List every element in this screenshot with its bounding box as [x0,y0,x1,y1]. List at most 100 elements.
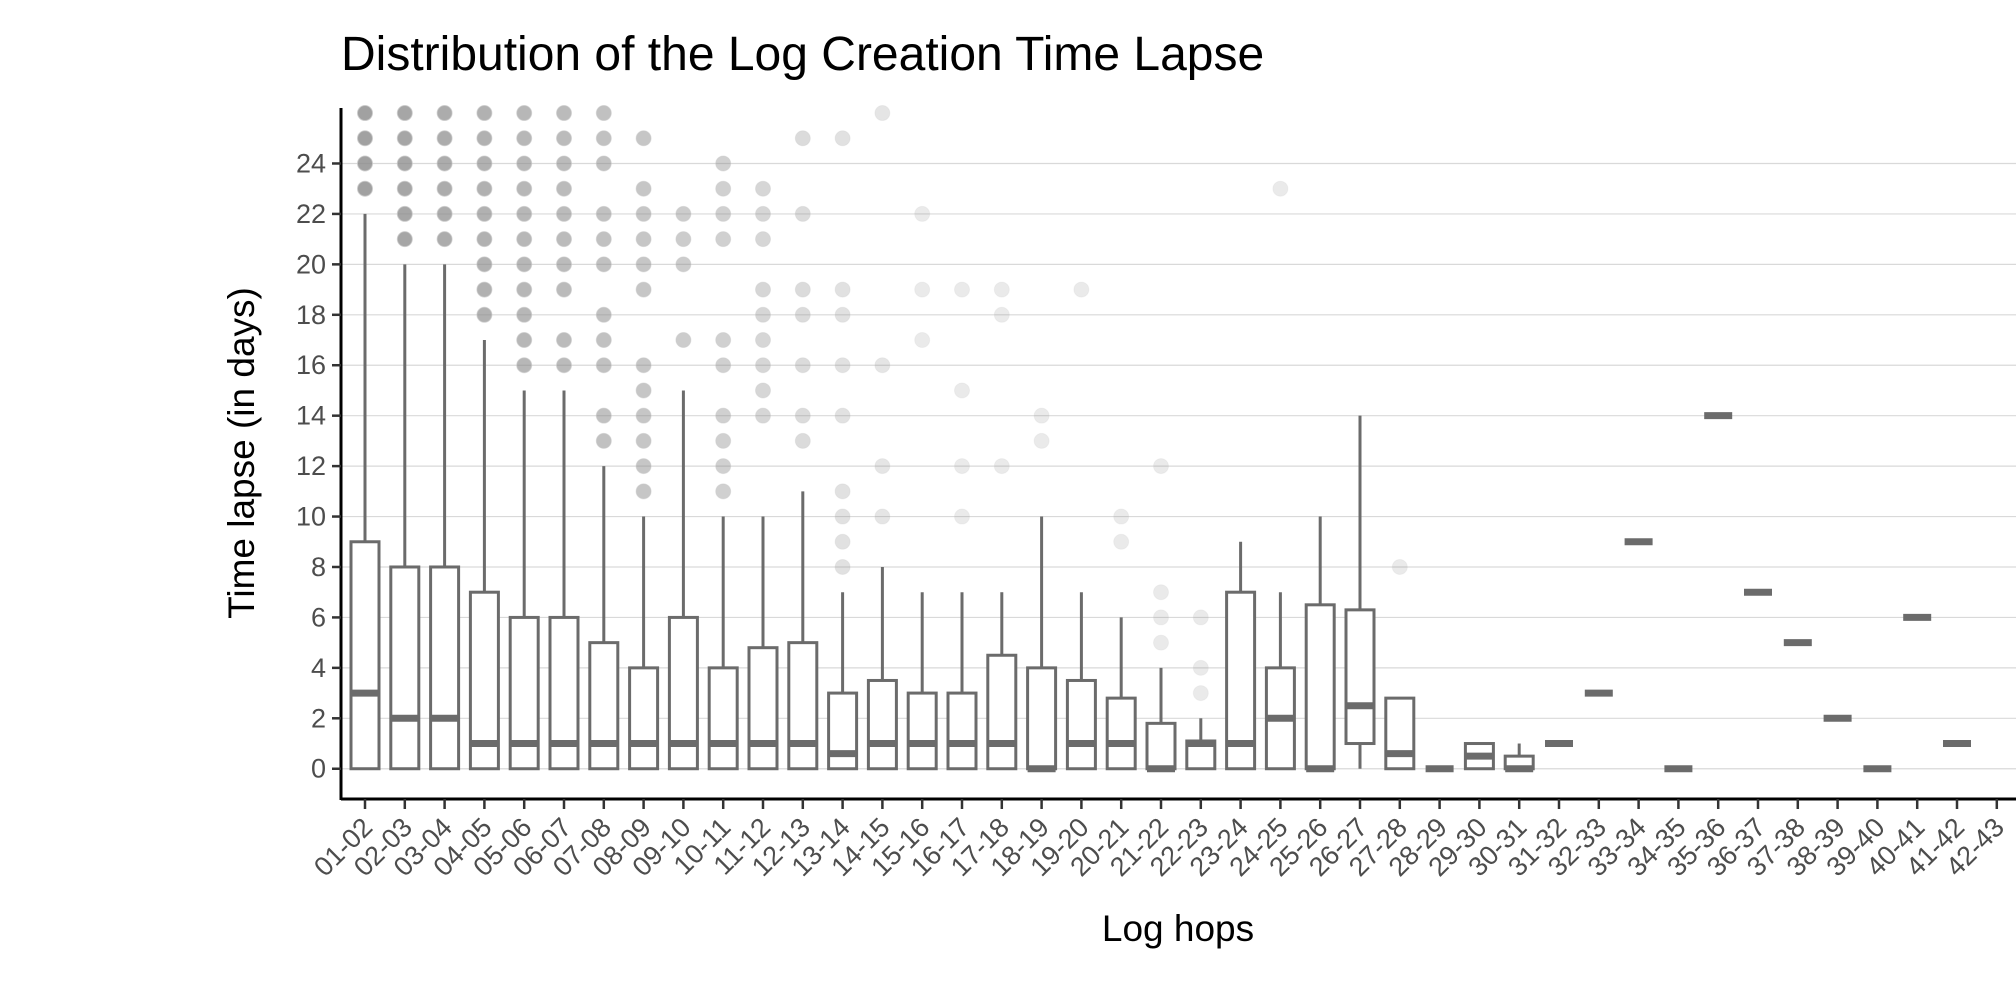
outlier-point [874,458,891,475]
y-tick-label: 0 [311,754,326,784]
outlier-point [715,231,732,248]
box-17-18 [986,653,1018,771]
outlier-point [556,281,572,298]
outlier-point [1033,407,1050,424]
outlier-point [914,205,931,222]
outlier-point [914,332,931,349]
box-11-12 [747,646,779,771]
outlier-point [794,432,811,449]
outlier-point [556,332,572,349]
y-tick-label: 12 [296,451,326,481]
outlier-point [914,281,931,298]
outlier-point [516,205,533,222]
outlier-point [436,180,453,197]
outlier-point [755,180,771,197]
outlier-point [595,155,612,172]
outlier-point [436,205,453,222]
box-03-04 [429,565,461,771]
outlier-point [436,105,453,122]
y-tick-label: 4 [311,653,326,683]
box-plot-series [349,213,1971,773]
outlier-point [436,155,453,172]
outlier-point [675,231,692,248]
outlier-point [476,306,493,323]
box-18-19 [1026,666,1058,771]
outlier-point [834,508,851,525]
outlier-point [595,130,612,147]
outlier-point [874,357,891,374]
outlier-point [715,432,732,449]
outlier-point [476,180,493,197]
y-tick-label: 18 [296,300,326,330]
outlier-point [834,558,851,575]
outlier-point [954,458,970,475]
outlier-point [595,231,612,248]
outlier-point [396,130,413,147]
y-axis-title: Time lapse (in days) [221,287,262,619]
box-12-13 [787,641,819,771]
outlier-point [715,155,732,172]
outlier-point [1033,432,1050,449]
box-07-08 [588,641,620,771]
outlier-point [556,205,572,222]
outlier-point [715,458,732,475]
outlier-point [556,155,572,172]
outlier-point [755,231,771,248]
outlier-point [476,281,493,298]
outlier-point [595,357,612,374]
outlier-point [954,382,970,399]
outlier-point [755,332,771,349]
box-27-28 [1384,696,1416,771]
outlier-point [556,256,572,273]
outlier-point [755,205,771,222]
y-tick-label: 2 [311,703,326,733]
box-23-24 [1225,590,1257,771]
outlier-point [954,281,970,298]
box-19-20 [1065,678,1097,771]
outlier-point [476,231,493,248]
outlier-point [476,155,493,172]
outlier-point [1192,659,1209,676]
outlier-point [1073,281,1090,298]
outlier-point [755,407,771,424]
outlier-point [715,407,732,424]
outlier-point [595,332,612,349]
box-02-03 [389,565,421,771]
outlier-point [1391,558,1408,575]
outlier-point [516,105,533,122]
outlier-point [476,256,493,273]
outlier-point [516,180,533,197]
outlier-point [715,205,732,222]
outlier-point [635,382,652,399]
outlier-point [396,155,413,172]
outlier-point [635,130,652,147]
outlier-point [1272,180,1289,197]
outlier-point [794,130,811,147]
outlier-point [834,357,851,374]
box-15-16 [906,691,938,771]
x-axis-ticks: 01-0202-0303-0404-0505-0606-0707-0808-09… [308,799,2010,882]
outlier-point [874,105,891,122]
box-14-15 [866,678,898,771]
outlier-point [635,407,652,424]
outlier-point [675,205,692,222]
outlier-point [357,155,373,172]
y-tick-label: 16 [296,350,326,380]
outlier-point [834,407,851,424]
outlier-point [516,306,533,323]
outlier-point [715,180,732,197]
outlier-point [436,130,453,147]
outlier-point [635,458,652,475]
outlier-point [516,281,533,298]
outlier-point [1192,685,1209,702]
outlier-point [635,432,652,449]
x-axis-title: Log hops [1102,908,1254,949]
outlier-point [357,130,373,147]
outlier-point [794,205,811,222]
box-01-02 [349,540,381,771]
box-26-27 [1344,608,1376,746]
outlier-point [635,483,652,500]
box-10-11 [707,666,739,771]
outlier-point [635,357,652,374]
box-04-05 [468,590,500,771]
